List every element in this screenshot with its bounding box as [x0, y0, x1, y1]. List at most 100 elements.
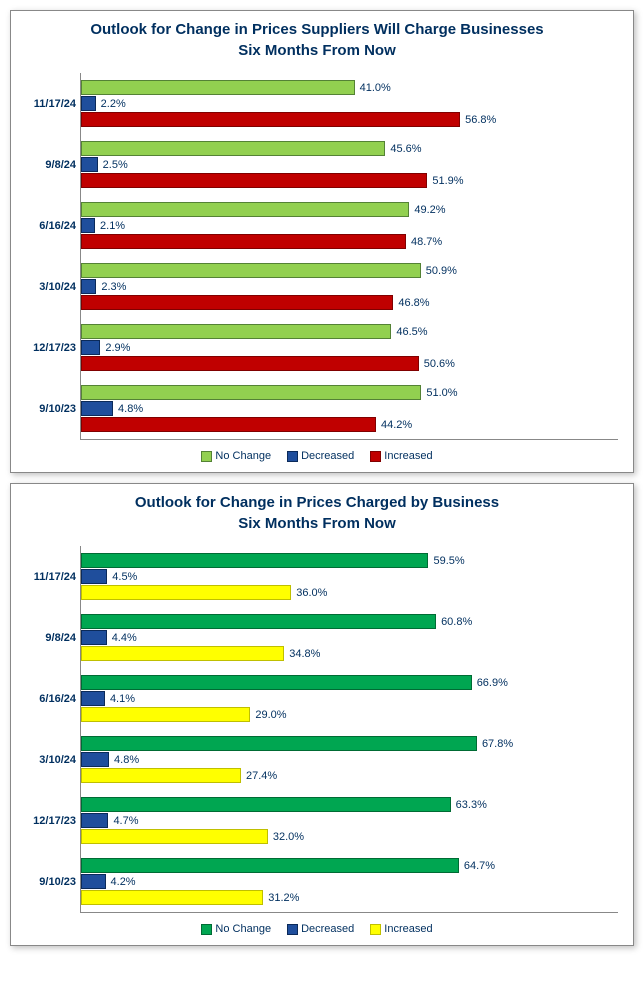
bar: 29.0%	[81, 707, 250, 722]
bar-value-label: 41.0%	[354, 81, 391, 96]
bar: 27.4%	[81, 768, 241, 783]
bar-group: 46.5%2.9%50.6%	[81, 317, 618, 378]
bar-value-label: 36.0%	[290, 586, 327, 601]
bar: 59.5%	[81, 553, 428, 568]
category-label: 6/16/24	[16, 693, 76, 705]
bar: 50.9%	[81, 263, 421, 278]
bar: 4.8%	[81, 401, 113, 416]
bar-value-label: 56.8%	[459, 113, 496, 128]
legend-label: No Change	[215, 923, 271, 935]
chart-subtitle: Six Months From Now	[16, 42, 618, 59]
bar: 36.0%	[81, 585, 291, 600]
bar: 67.8%	[81, 736, 477, 751]
bar-group: 59.5%4.5%36.0%	[81, 546, 618, 607]
bar: 51.0%	[81, 385, 421, 400]
bar: 66.9%	[81, 675, 472, 690]
bar: 51.9%	[81, 173, 427, 188]
legend-label: No Change	[215, 450, 271, 462]
bar: 4.5%	[81, 569, 107, 584]
legend-swatch	[370, 924, 381, 935]
bar: 56.8%	[81, 112, 460, 127]
bar: 46.8%	[81, 295, 393, 310]
bar: 2.9%	[81, 340, 100, 355]
bar: 64.7%	[81, 858, 459, 873]
bar-value-label: 2.2%	[95, 97, 126, 112]
bar-value-label: 51.9%	[426, 174, 463, 189]
bar-group: 41.0%2.2%56.8%	[81, 73, 618, 134]
bar: 44.2%	[81, 417, 376, 432]
legend-swatch	[287, 924, 298, 935]
legend-item: Decreased	[287, 450, 354, 462]
legend-swatch	[201, 451, 212, 462]
bar-value-label: 2.5%	[97, 158, 128, 173]
category-label: 9/10/23	[16, 403, 76, 415]
category-label: 6/16/24	[16, 220, 76, 232]
category-label: 12/17/23	[16, 815, 76, 827]
bar: 2.1%	[81, 218, 95, 233]
bar: 34.8%	[81, 646, 284, 661]
bar-value-label: 50.9%	[420, 264, 457, 279]
bar: 63.3%	[81, 797, 451, 812]
category-label: 9/10/23	[16, 876, 76, 888]
bar-value-label: 60.8%	[435, 615, 472, 630]
bar-value-label: 4.7%	[107, 814, 138, 829]
chart-title: Outlook for Change in Prices Suppliers W…	[16, 21, 618, 38]
bar-value-label: 27.4%	[240, 769, 277, 784]
bar-value-label: 2.1%	[94, 219, 125, 234]
category-label: 9/8/24	[16, 159, 76, 171]
chart-panel: Outlook for Change in Prices Charged by …	[10, 483, 634, 946]
bar-value-label: 2.9%	[99, 341, 130, 356]
bar: 41.0%	[81, 80, 355, 95]
plot-area: 41.0%2.2%56.8%45.6%2.5%51.9%49.2%2.1%48.…	[80, 73, 618, 440]
bar: 60.8%	[81, 614, 436, 629]
bar: 4.8%	[81, 752, 109, 767]
bar: 50.6%	[81, 356, 419, 371]
bar-value-label: 46.8%	[392, 296, 429, 311]
legend-label: Decreased	[301, 450, 354, 462]
bar-value-label: 64.7%	[458, 859, 495, 874]
bar: 48.7%	[81, 234, 406, 249]
bar-value-label: 67.8%	[476, 737, 513, 752]
bar-value-label: 45.6%	[384, 142, 421, 157]
legend-label: Increased	[384, 923, 432, 935]
bar: 4.2%	[81, 874, 106, 889]
bar-value-label: 4.2%	[105, 875, 136, 890]
chart-subtitle: Six Months From Now	[16, 515, 618, 532]
bar-value-label: 63.3%	[450, 798, 487, 813]
bar-value-label: 46.5%	[390, 325, 427, 340]
legend-item: No Change	[201, 450, 271, 462]
bar-value-label: 4.4%	[106, 631, 137, 646]
chart-title: Outlook for Change in Prices Charged by …	[16, 494, 618, 511]
bar: 31.2%	[81, 890, 263, 905]
bar-value-label: 32.0%	[267, 830, 304, 845]
bar: 32.0%	[81, 829, 268, 844]
bar-value-label: 49.2%	[408, 203, 445, 218]
bar-value-label: 66.9%	[471, 676, 508, 691]
bar-group: 51.0%4.8%44.2%	[81, 378, 618, 439]
bar: 45.6%	[81, 141, 385, 156]
bar-value-label: 59.5%	[427, 554, 464, 569]
bar: 2.2%	[81, 96, 96, 111]
legend-item: Increased	[370, 450, 432, 462]
bar-value-label: 4.8%	[108, 753, 139, 768]
bar-value-label: 50.6%	[418, 357, 455, 372]
category-label: 11/17/24	[16, 571, 76, 583]
bar-group: 45.6%2.5%51.9%	[81, 134, 618, 195]
legend-swatch	[287, 451, 298, 462]
bar-group: 50.9%2.3%46.8%	[81, 256, 618, 317]
legend-label: Increased	[384, 450, 432, 462]
legend-item: No Change	[201, 923, 271, 935]
legend-item: Increased	[370, 923, 432, 935]
bar-group: 67.8%4.8%27.4%	[81, 729, 618, 790]
bar-value-label: 34.8%	[283, 647, 320, 662]
legend-label: Decreased	[301, 923, 354, 935]
bar-group: 66.9%4.1%29.0%	[81, 668, 618, 729]
bar-group: 60.8%4.4%34.8%	[81, 607, 618, 668]
category-label: 3/10/24	[16, 754, 76, 766]
bar-value-label: 31.2%	[262, 891, 299, 906]
legend: No Change Decreased Increased	[16, 923, 618, 935]
category-label: 11/17/24	[16, 98, 76, 110]
bar-group: 64.7%4.2%31.2%	[81, 851, 618, 912]
legend-item: Decreased	[287, 923, 354, 935]
bar-value-label: 51.0%	[420, 386, 457, 401]
